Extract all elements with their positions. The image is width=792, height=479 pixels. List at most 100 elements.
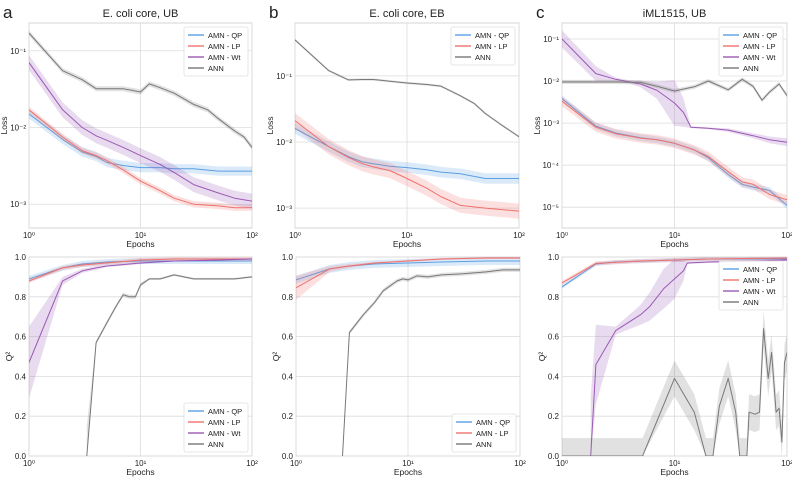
legend-label: AMN - LP: [743, 276, 776, 285]
y-tick-label: 1.0: [15, 253, 27, 262]
y-tick-label: 10⁻⁴: [542, 161, 559, 170]
confidence-band-ann: [562, 310, 787, 456]
y-tick-label: 10⁻²: [276, 138, 292, 147]
y-tick-label: 0.8: [548, 293, 560, 302]
series-line-lp: [562, 100, 787, 201]
series-line-lp: [29, 258, 252, 282]
y-tick-label: 0.8: [15, 293, 27, 302]
confidence-band-ann: [562, 77, 787, 103]
x-tick-label: 10⁰: [23, 459, 35, 468]
legend-label: ANN: [743, 298, 759, 307]
series-line-wt: [590, 259, 787, 456]
subplot-title: iML1515, UB: [643, 8, 707, 20]
confidence-band-lp: [562, 257, 787, 285]
series-line-ann: [86, 274, 252, 456]
x-tick-label: 10⁰: [23, 231, 35, 240]
series-line-lp: [295, 120, 519, 212]
series-line-qp: [29, 113, 252, 172]
legend-label: ANN: [743, 64, 759, 73]
series-layer: [562, 30, 787, 209]
subplot-3: 10⁰ 10¹ 10² 0.0 0.2 0.4 0.6 0.8 1.0 Epochs Q² AMN -…: [4, 253, 258, 477]
y-tick-label: 10⁻²: [543, 77, 559, 86]
x-tick-label: 10⁰: [289, 231, 301, 240]
legend: AMN - QP AMN - LP AMN - Wt ANN: [183, 26, 249, 77]
subplot-4: 10⁰ 10¹ 10² 0.0 0.2 0.4 0.6 0.8 1.0 Epochs Q² AMN -…: [271, 253, 526, 477]
series-line-ann: [562, 78, 787, 101]
x-tick-label: 10⁰: [290, 459, 302, 468]
x-axis-label: Epochs: [660, 239, 688, 249]
x-tick-label: 10¹: [402, 459, 414, 468]
subplot-title: E. coli core, UB: [103, 8, 179, 20]
series-line-ann: [562, 328, 787, 456]
y-tick-label: 0.4: [282, 372, 294, 381]
x-axis-label: Epochs: [126, 239, 154, 249]
x-tick-label: 10¹: [135, 231, 147, 240]
x-axis-label: Epochs: [393, 239, 421, 249]
y-axis-label: Loss: [532, 117, 542, 135]
y-tick-label: 10⁻¹: [10, 47, 26, 56]
confidence-band-ann: [29, 30, 252, 150]
legend-label: ANN: [208, 440, 224, 449]
y-axis-label: Q²: [537, 352, 547, 362]
y-axis-label: Q²: [4, 352, 14, 362]
subplot-title: E. coli core, EB: [369, 8, 444, 20]
legend: AMN - QP AMN - LP ANN: [450, 26, 516, 66]
y-tick-label: 10⁻⁵: [543, 203, 559, 212]
legend-label: AMN - QP: [476, 418, 510, 427]
legend-label: AMN - LP: [208, 42, 241, 51]
x-tick-label: 10²: [514, 459, 526, 468]
y-tick-label: 0.2: [548, 412, 560, 421]
legend-label: AMN - QP: [208, 407, 242, 416]
y-tick-label: 0.8: [282, 293, 294, 302]
y-tick-label: 0.0: [15, 452, 27, 461]
subplot-0: 10⁰ 10¹ 10² 10⁻³ 10⁻² 10⁻¹ Epochs Loss E. coli c…: [0, 3, 258, 249]
legend: AMN - QP AMN - LP AMN - Wt ANN: [183, 402, 249, 453]
series-line-wt: [29, 258, 252, 363]
series-layer: [562, 257, 787, 456]
legend-label: AMN - Wt: [208, 53, 241, 62]
series-line-ann: [295, 39, 519, 138]
y-tick-label: 0.0: [548, 452, 560, 461]
y-tick-label: 10⁻¹: [276, 72, 292, 81]
x-tick-label: 10²: [246, 459, 258, 468]
confidence-band-lp: [295, 113, 519, 219]
legend-box: [718, 26, 784, 77]
confidence-band-lp: [562, 96, 787, 205]
y-axis-label: Loss: [0, 117, 9, 135]
legend-label: AMN - LP: [743, 42, 776, 51]
x-tick-label: 10¹: [669, 459, 681, 468]
y-axis-label: Loss: [265, 117, 275, 135]
subplot-2: 10⁰ 10¹ 10² 10⁻⁵ 10⁻⁴ 10⁻³ 10⁻² 10⁻¹ Epochs Loss i…: [532, 3, 792, 249]
x-tick-label: 10²: [781, 459, 792, 468]
legend-label: AMN - LP: [475, 42, 508, 51]
confidence-band-wt: [590, 259, 787, 456]
x-tick-label: 10¹: [669, 231, 681, 240]
legend: AMN - QP AMN - LP AMN - Wt ANN: [718, 26, 784, 77]
confidence-band-qp: [29, 109, 252, 176]
y-tick-label: 0.6: [15, 333, 27, 342]
y-tick-label: 10⁻³: [543, 119, 559, 128]
y-tick-label: 10⁻³: [276, 204, 292, 213]
legend-box: [718, 260, 784, 311]
series-layer: [295, 38, 519, 219]
legend-label: ANN: [476, 440, 492, 449]
confidence-band-qp: [295, 123, 519, 184]
x-tick-label: 10⁰: [556, 231, 568, 240]
legend-label: AMN - Wt: [743, 53, 776, 62]
series-line-ann: [342, 269, 520, 456]
x-tick-label: 10¹: [401, 231, 413, 240]
panel-letter: b: [269, 3, 278, 22]
confidence-band-qp: [296, 257, 520, 284]
series-line-wt: [562, 38, 787, 143]
x-axis-label: Epochs: [660, 467, 688, 477]
subplot-5: 10⁰ 10¹ 10² 0.0 0.2 0.4 0.6 0.8 1.0 Epochs Q² AMN -…: [537, 253, 792, 477]
legend-label: AMN - LP: [476, 429, 509, 438]
series-line-qp: [295, 128, 519, 179]
legend-box: [450, 26, 516, 66]
y-tick-label: 10⁻¹: [543, 35, 559, 44]
legend-box: [183, 26, 249, 77]
series-line-lp: [296, 257, 520, 289]
x-axis-label: Epochs: [126, 467, 154, 477]
x-tick-label: 10⁰: [556, 459, 568, 468]
series-line-wt: [29, 62, 252, 202]
